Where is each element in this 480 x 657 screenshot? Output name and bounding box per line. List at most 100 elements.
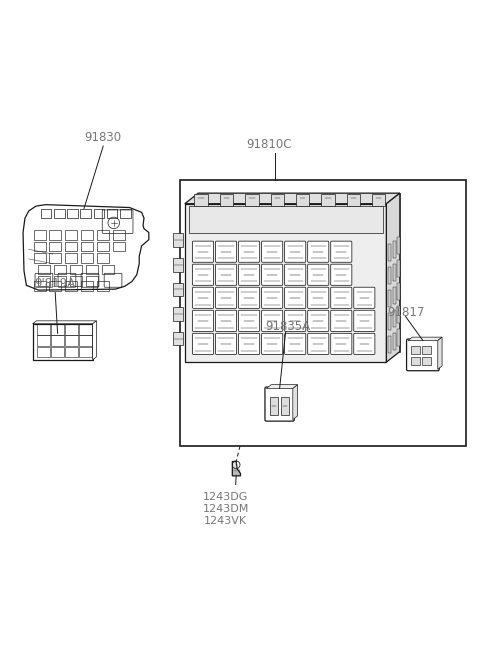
Bar	[65, 253, 77, 263]
Bar	[37, 325, 49, 334]
Bar	[97, 230, 109, 240]
Bar	[281, 397, 289, 415]
Bar	[189, 206, 383, 233]
Bar	[113, 230, 125, 240]
Bar	[411, 346, 420, 354]
Bar	[81, 230, 93, 240]
Bar	[194, 194, 208, 206]
Bar	[173, 283, 183, 296]
FancyBboxPatch shape	[216, 333, 237, 354]
Bar	[81, 253, 93, 263]
Bar	[388, 290, 391, 307]
Bar	[397, 283, 400, 300]
Bar	[37, 347, 49, 357]
Bar	[79, 336, 92, 346]
Text: 1243DM: 1243DM	[203, 504, 249, 514]
Bar	[86, 265, 98, 274]
Bar	[107, 210, 117, 218]
FancyBboxPatch shape	[262, 333, 283, 354]
FancyBboxPatch shape	[285, 333, 306, 354]
FancyBboxPatch shape	[239, 241, 260, 262]
Text: 91835A: 91835A	[265, 321, 311, 333]
Bar	[54, 210, 64, 218]
FancyBboxPatch shape	[216, 310, 237, 331]
Bar	[65, 242, 77, 251]
Bar	[67, 210, 78, 218]
FancyBboxPatch shape	[407, 339, 439, 371]
Bar	[388, 336, 391, 353]
FancyBboxPatch shape	[216, 264, 237, 285]
Bar	[388, 267, 391, 284]
Bar	[388, 313, 391, 330]
Bar	[51, 336, 64, 346]
Bar	[173, 258, 183, 271]
Bar	[34, 242, 46, 251]
Text: 91817: 91817	[387, 306, 424, 319]
FancyBboxPatch shape	[239, 264, 260, 285]
FancyBboxPatch shape	[192, 241, 214, 262]
Bar	[65, 281, 77, 290]
FancyBboxPatch shape	[265, 387, 294, 421]
FancyBboxPatch shape	[308, 241, 329, 262]
Bar	[422, 346, 431, 354]
FancyBboxPatch shape	[285, 310, 306, 331]
Bar	[347, 194, 360, 206]
FancyBboxPatch shape	[331, 310, 352, 331]
FancyBboxPatch shape	[239, 287, 260, 308]
FancyBboxPatch shape	[285, 241, 306, 262]
Polygon shape	[198, 193, 400, 351]
Bar	[270, 397, 278, 415]
Bar	[54, 265, 66, 274]
Polygon shape	[408, 337, 442, 340]
FancyBboxPatch shape	[192, 333, 214, 354]
Bar	[97, 242, 109, 251]
FancyBboxPatch shape	[285, 264, 306, 285]
Bar	[79, 325, 92, 334]
FancyBboxPatch shape	[262, 310, 283, 331]
FancyBboxPatch shape	[192, 310, 214, 331]
Bar	[173, 332, 183, 346]
FancyBboxPatch shape	[354, 333, 375, 354]
Bar	[220, 194, 233, 206]
Bar	[65, 325, 78, 334]
Bar	[65, 347, 78, 357]
Polygon shape	[293, 384, 298, 420]
Bar	[65, 230, 77, 240]
Polygon shape	[93, 321, 96, 359]
Polygon shape	[266, 384, 298, 388]
Text: 91810C: 91810C	[246, 138, 291, 151]
FancyBboxPatch shape	[262, 241, 283, 262]
FancyBboxPatch shape	[262, 287, 283, 308]
Bar	[51, 325, 64, 334]
Bar	[120, 210, 131, 218]
Polygon shape	[185, 193, 400, 204]
Bar	[49, 242, 61, 251]
Bar	[97, 281, 109, 290]
FancyBboxPatch shape	[331, 264, 352, 285]
FancyBboxPatch shape	[216, 241, 237, 262]
Bar	[393, 332, 396, 350]
Bar	[41, 210, 51, 218]
Bar	[296, 194, 309, 206]
Bar	[245, 194, 259, 206]
FancyBboxPatch shape	[331, 287, 352, 308]
Bar	[102, 265, 114, 274]
Text: 9'819A: 9'819A	[35, 277, 76, 290]
Bar	[86, 276, 98, 286]
FancyBboxPatch shape	[308, 287, 329, 308]
Bar	[49, 281, 61, 290]
Bar	[70, 276, 82, 286]
FancyBboxPatch shape	[216, 287, 237, 308]
FancyBboxPatch shape	[308, 310, 329, 331]
Polygon shape	[232, 461, 240, 476]
Bar	[180, 180, 466, 446]
Bar	[51, 347, 64, 357]
FancyBboxPatch shape	[354, 287, 375, 308]
FancyBboxPatch shape	[285, 287, 306, 308]
Bar	[81, 242, 93, 251]
Bar	[49, 253, 61, 263]
Bar	[79, 347, 92, 357]
Bar	[397, 329, 400, 346]
Text: 91830: 91830	[84, 131, 122, 144]
FancyBboxPatch shape	[308, 333, 329, 354]
